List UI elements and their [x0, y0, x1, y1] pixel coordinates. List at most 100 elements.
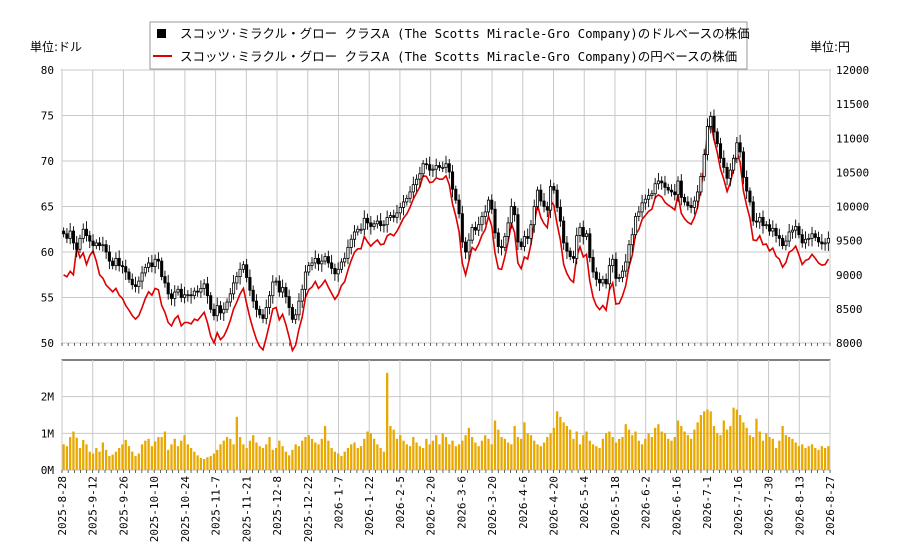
date-tick-label: 2025-8-28 [56, 476, 69, 536]
volume-bar [526, 433, 529, 470]
right-tick-label: 9000 [836, 269, 863, 282]
volume-bar [127, 446, 131, 470]
candle-down [673, 191, 677, 196]
volume-bar [399, 435, 402, 470]
candle-down [552, 186, 556, 191]
volume-bar [523, 422, 526, 470]
volume-bar [265, 444, 268, 470]
volume-bar [173, 438, 176, 470]
candle-down [689, 205, 693, 208]
candle-down [379, 220, 383, 227]
candle-down [133, 284, 138, 287]
candle-up [784, 240, 788, 247]
volume-bar [703, 411, 706, 470]
volume-bar [186, 444, 189, 470]
candle-up [735, 142, 739, 159]
volume-bar [382, 451, 386, 470]
candle-down [117, 257, 121, 267]
volume-bar [196, 455, 199, 470]
volume-bar [683, 431, 686, 470]
volume-bar [219, 444, 222, 470]
volume-bar [591, 444, 595, 470]
volume-bar [376, 444, 379, 470]
candle-down [683, 196, 687, 203]
candle-up [647, 195, 651, 200]
volume-bar [134, 456, 137, 470]
volume-bar [712, 426, 716, 470]
candle-down [460, 213, 464, 243]
volume-bar [392, 429, 395, 470]
candle-up [186, 294, 190, 297]
candle-up [771, 227, 775, 232]
candle-down [767, 224, 772, 232]
candle-down [591, 257, 595, 273]
candle-down [111, 260, 115, 267]
volume-bar [729, 426, 732, 470]
date-tick-label: 2026-6-2 [640, 476, 653, 529]
volume-bar [216, 449, 219, 470]
volume-bar [676, 420, 680, 470]
volume-bar [637, 440, 640, 470]
volume-bar [144, 440, 147, 470]
volume-bar [386, 372, 389, 470]
volume-bar [627, 429, 631, 470]
volume-bar [477, 446, 480, 470]
volume-bar [621, 437, 624, 470]
volume-bar [160, 437, 163, 470]
volume-bar [248, 440, 252, 470]
candle-down [558, 207, 562, 222]
volume-bar [614, 442, 618, 470]
candle-up [607, 265, 611, 285]
candle-down [287, 296, 291, 308]
volume-bar [784, 435, 788, 470]
candle-down [545, 206, 549, 211]
volume-bar [585, 431, 588, 470]
candle-down [84, 228, 89, 237]
volume-bar [363, 438, 366, 470]
candle-down [156, 258, 160, 262]
candle-up [307, 265, 311, 273]
candle-down [209, 295, 213, 310]
volume-bar [389, 426, 392, 470]
left-tick-label: 75 [41, 110, 54, 123]
volume-bar [225, 437, 229, 470]
candle-up [794, 226, 798, 231]
volume-bar [791, 438, 794, 470]
candle-down [333, 267, 337, 275]
volume-bar [153, 441, 157, 470]
candle-up [192, 290, 196, 297]
candle-down [725, 166, 729, 179]
volume-bar [670, 440, 673, 470]
candle-up [310, 262, 314, 267]
volume-bar [506, 442, 510, 470]
candle-down [565, 242, 569, 252]
candle-up [137, 280, 141, 287]
candle-down [424, 163, 428, 166]
candle-down [722, 157, 726, 168]
volume-bar [807, 446, 810, 470]
candle-up [274, 280, 278, 283]
candle-up [202, 283, 206, 289]
candle-down [490, 199, 494, 210]
volume-bar [552, 427, 555, 470]
candle-up [281, 287, 285, 293]
right-tick-label: 10500 [836, 166, 869, 179]
volume-bar [261, 448, 265, 470]
candle-down [614, 258, 618, 279]
volume-tick-label: 2M [41, 391, 55, 404]
right-tick-label: 11500 [836, 98, 869, 111]
candle-up [303, 271, 308, 290]
candle-up [267, 295, 272, 308]
candle-down [326, 256, 330, 264]
volume-bar [699, 415, 703, 470]
legend: スコッツ·ミラクル・グロー クラスA (The Scotts Miracle-G… [149, 21, 750, 70]
legend-jpy-label: スコッツ·ミラクル・グロー クラスA (The Scotts Miracle-G… [180, 49, 737, 64]
volume-bar [562, 422, 565, 470]
date-tick-label: 2026-1-22 [363, 476, 376, 536]
candle-down [568, 250, 572, 257]
candle-up [617, 277, 621, 279]
candle-down [163, 276, 167, 284]
volume-bar [294, 444, 297, 470]
volume-bar [405, 444, 408, 470]
volume-bar [520, 438, 523, 470]
